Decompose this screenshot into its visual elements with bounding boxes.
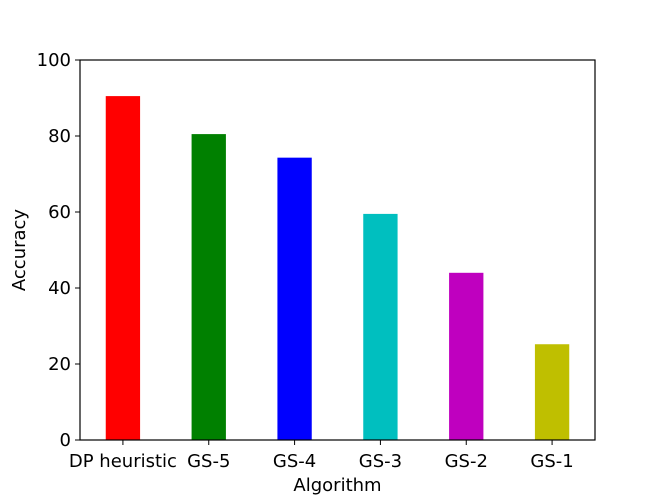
bar-gs-2	[449, 272, 484, 440]
y-ticks: 0 20 40 60 80 100	[37, 50, 80, 451]
x-tick-label: GS-2	[445, 451, 488, 472]
y-tick-label: 20	[48, 354, 71, 375]
bar-gs-4	[277, 157, 312, 440]
x-tick-label: GS-5	[187, 451, 230, 472]
x-tick-label: GS-1	[530, 451, 573, 472]
y-axis-label: Accuracy	[9, 209, 30, 292]
bar-gs-5	[191, 134, 226, 440]
bars-layer	[105, 96, 570, 440]
x-axis-label: Algorithm	[293, 475, 381, 495]
x-ticks: DP heuristic GS-5 GS-4 GS-3 GS-2 GS-1	[69, 440, 574, 472]
y-tick-label: 0	[60, 430, 71, 451]
y-tick-label: 60	[48, 202, 71, 223]
y-tick-label: 40	[48, 278, 71, 299]
x-tick-label: DP heuristic	[69, 451, 177, 472]
y-tick-label: 100	[37, 50, 71, 71]
bar-gs-1	[534, 344, 570, 440]
axes-layer	[79, 59, 596, 441]
y-tick-label: 80	[48, 126, 71, 147]
plot-frame	[79, 59, 596, 441]
x-tick-label: GS-4	[273, 451, 316, 472]
bar-dp-heuristic	[105, 96, 141, 440]
bar-gs-3	[363, 213, 398, 440]
x-tick-label: GS-3	[359, 451, 402, 472]
